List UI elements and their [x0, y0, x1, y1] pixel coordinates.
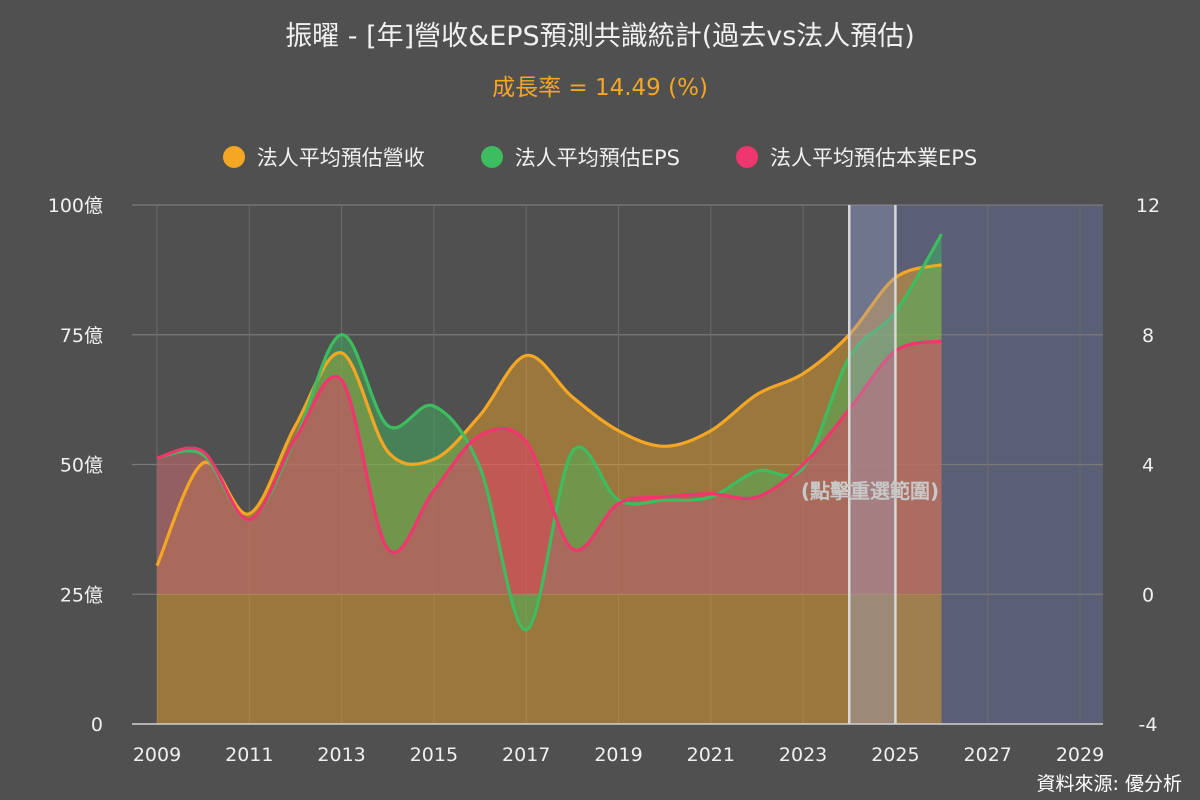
x-tick-label: 2011: [225, 744, 273, 766]
data-point-revenue: [432, 457, 436, 461]
x-tick-label: 2027: [964, 744, 1012, 766]
data-point-revenue: [940, 263, 944, 267]
legend-marker-core-eps: [736, 146, 758, 168]
legend-item-revenue[interactable]: 法人平均預估營收: [222, 142, 425, 172]
data-point-revenue: [340, 351, 344, 355]
area-eps: [157, 234, 942, 630]
data-point-revenue: [201, 461, 205, 465]
data-point-eps: [386, 424, 390, 428]
chart-title: 振曜 - [年]營收&EPS預測共識統計(過去vs法人預估): [285, 21, 915, 52]
data-point-eps: [478, 466, 482, 470]
data-point-revenue: [478, 413, 482, 417]
data-source: 資料來源: 優分析: [1036, 773, 1182, 795]
y-left-tick-label: 50億: [60, 455, 103, 477]
data-point-revenue: [755, 392, 759, 396]
data-point-eps: [570, 450, 574, 454]
legend-label-eps: 法人平均預估EPS: [514, 146, 680, 170]
data-point-revenue: [801, 372, 805, 376]
x-tick-label: 2009: [133, 744, 181, 766]
data-point-core-eps: [709, 492, 713, 496]
y-left-tick-label: 25億: [60, 584, 103, 606]
legend-item-eps[interactable]: 法人平均預估EPS: [480, 142, 680, 172]
y-left-tick-label: 75億: [60, 325, 103, 347]
data-point-core-eps: [570, 547, 574, 551]
legend-marker-eps: [480, 146, 503, 168]
y-right-tick-label: 0: [1142, 584, 1154, 606]
x-tick-label: 2013: [317, 744, 365, 766]
data-point-eps: [432, 404, 436, 408]
data-point-eps: [755, 469, 759, 473]
chart-subtitle: 成長率 = 14.49 (%): [492, 75, 708, 101]
legend-marker-revenue: [222, 146, 245, 168]
data-point-revenue: [247, 512, 251, 516]
y-left-tick-label: 0: [91, 714, 103, 736]
x-tick-label: 2017: [502, 744, 550, 766]
data-point-core-eps: [201, 450, 205, 454]
y-right-tick-label: 8: [1142, 325, 1154, 347]
area-core-eps: [157, 341, 942, 595]
data-point-core-eps: [617, 501, 621, 505]
data-point-eps: [940, 232, 944, 236]
data-point-revenue: [155, 564, 159, 568]
legend-label-revenue: 法人平均預估營收: [256, 146, 425, 170]
legend: 法人平均預估營收 法人平均預估EPS 法人平均預估本業EPS: [0, 142, 1200, 172]
data-point-core-eps: [524, 440, 528, 444]
highlight-region: [849, 205, 896, 724]
series-line-core-eps: [156, 339, 942, 554]
legend-item-core-eps[interactable]: 法人平均預估本業EPS: [736, 142, 977, 172]
data-point-revenue: [524, 354, 528, 358]
data-point-core-eps: [801, 463, 805, 467]
data-point-revenue: [570, 395, 574, 399]
x-tick-label: 2019: [594, 744, 642, 766]
data-point-eps: [524, 628, 528, 632]
data-point-core-eps: [755, 495, 759, 499]
data-point-revenue: [709, 429, 713, 433]
data-point-core-eps: [432, 488, 436, 492]
reset-zoom-label[interactable]: (點擊重選範圍): [801, 479, 939, 503]
y-right-tick-label: 12: [1136, 195, 1160, 217]
legend-label-core-eps: 法人平均預估本業EPS: [770, 146, 978, 170]
data-point-core-eps: [478, 433, 482, 437]
y-right-tick-label: 4: [1142, 455, 1154, 477]
data-point-core-eps: [340, 378, 344, 382]
series-line-revenue: [155, 263, 942, 567]
x-tick-label: 2021: [687, 744, 735, 766]
data-point-core-eps: [386, 547, 390, 551]
data-point-core-eps: [293, 437, 297, 441]
x-tick-label: 2025: [871, 744, 919, 766]
x-tick-label: 2015: [410, 744, 458, 766]
y-right-tick-label: -4: [1139, 714, 1158, 736]
data-point-core-eps: [247, 518, 251, 522]
data-point-revenue: [663, 444, 667, 448]
data-point-eps: [340, 333, 344, 337]
x-tick-label: 2023: [779, 744, 827, 766]
data-point-core-eps: [155, 456, 159, 460]
data-point-revenue: [617, 429, 621, 433]
data-point-core-eps: [940, 339, 944, 343]
data-point-revenue: [293, 424, 297, 428]
x-tick-label: 2029: [1056, 744, 1104, 766]
data-point-core-eps: [663, 495, 667, 499]
y-left-tick-label: 100億: [48, 195, 103, 217]
data-point-revenue: [386, 450, 390, 454]
